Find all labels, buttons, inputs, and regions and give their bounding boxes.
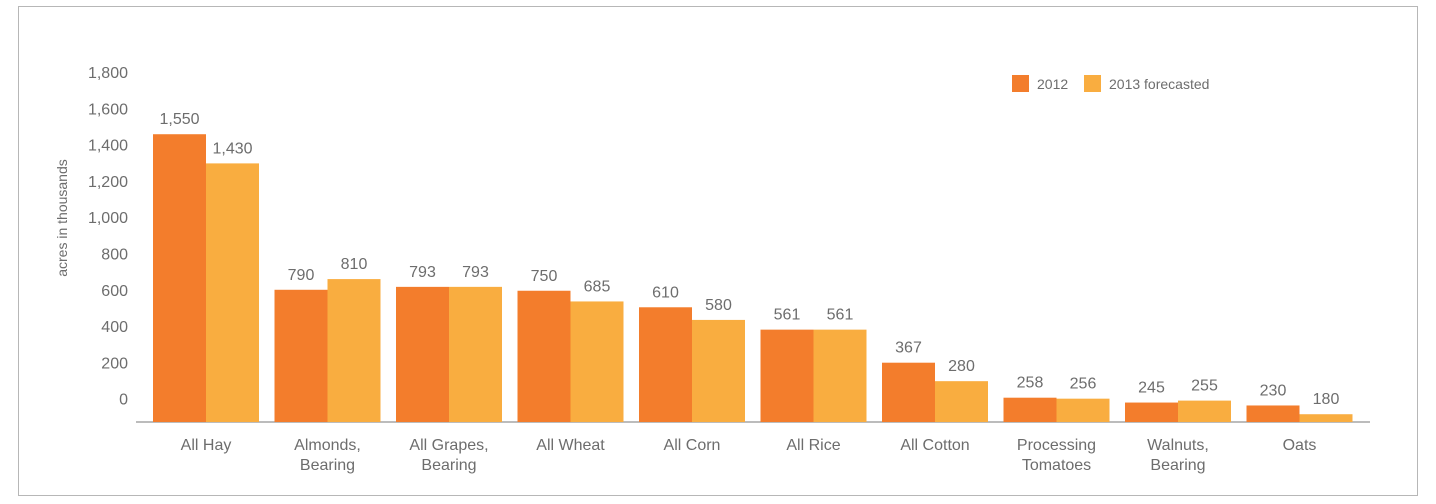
category-label: All Cotton [900,437,969,454]
bar-2012 [639,307,692,422]
bar-value-label: 1,430 [212,140,252,157]
bar-2013 [692,319,745,422]
bar-value-label: 561 [774,307,801,324]
legend-swatch [1084,75,1101,92]
bar-2012 [274,289,328,422]
legend-label: 2013 forecasted [1109,76,1209,92]
bars [153,134,1353,422]
bar-value-label: 793 [462,264,489,281]
value-labels: 1,550 1,430 790 810 793 793 750 685 610 580 561 561… [159,111,1339,408]
bar-value-label: 561 [827,307,854,324]
bar-2013 [570,301,624,422]
y-tick-label: 600 [101,283,128,300]
bar-value-label: 367 [895,340,922,357]
bar-value-label: 245 [1138,380,1165,397]
bar-value-label: 580 [705,297,732,314]
bar-2012 [517,290,571,422]
y-tick-label: 400 [101,319,128,336]
legend-swatch [1012,75,1029,92]
y-tick-label: 200 [101,355,128,372]
bar-2012 [153,134,206,422]
category-label: Processing Tomatoes [1017,437,1096,474]
y-tick-label: 1,400 [88,138,128,155]
bar-value-label: 256 [1070,376,1097,393]
bar-value-label: 230 [1260,382,1287,399]
bar-2012 [1246,405,1300,422]
y-tick-label: 1,600 [88,101,128,118]
bar-2013 [206,163,259,422]
y-axis-label: acres in thousands [54,159,70,277]
bar-2013 [327,279,381,422]
category-label: Walnuts, Bearing [1147,437,1209,474]
bar-2012 [1125,402,1178,422]
bar-value-label: 750 [531,268,558,285]
category-labels: All Hay Almonds, Bearing All Grapes, Bearing… [181,437,1317,474]
bar-2013 [1056,398,1110,422]
legend-label: 2012 [1037,76,1068,92]
bar-value-label: 255 [1191,378,1218,395]
bar-2012 [396,286,449,422]
y-tick-label: 1,200 [88,174,128,191]
legend: 2012 2013 forecasted [1012,75,1209,92]
category-label: All Wheat [536,437,605,454]
y-tick-label: 800 [101,247,128,264]
bar-value-label: 258 [1017,375,1044,392]
category-label: Almonds, Bearing [294,437,361,474]
bar-2013 [1299,414,1353,422]
bar-value-label: 685 [584,278,611,295]
category-label: All Rice [786,437,840,454]
y-tick-label: 1,800 [88,65,128,82]
bar-2012 [760,329,814,422]
category-label: All Corn [664,437,721,454]
category-label: Oats [1283,437,1317,454]
bar-2013 [813,329,867,422]
y-tick-label: 1,000 [88,210,128,227]
category-label: All Grapes, Bearing [409,437,488,474]
bar-value-label: 180 [1313,391,1340,408]
bar-value-label: 610 [652,284,679,301]
category-label: All Hay [181,437,232,454]
bar-2013 [449,286,502,422]
bar-2013 [1178,400,1231,422]
bar-value-label: 790 [288,267,315,284]
bar-value-label: 280 [948,358,975,375]
bar-2013 [935,381,988,422]
bar-value-label: 793 [409,264,436,281]
y-axis-ticks: 1,800 1,600 1,400 1,200 1,000 800 600 400 200 0 [88,65,128,409]
bar-value-label: 1,550 [159,111,199,128]
y-tick-label: 0 [119,392,128,409]
bar-value-label: 810 [341,256,368,273]
bar-2012 [1003,397,1057,422]
bar-2012 [882,362,935,422]
